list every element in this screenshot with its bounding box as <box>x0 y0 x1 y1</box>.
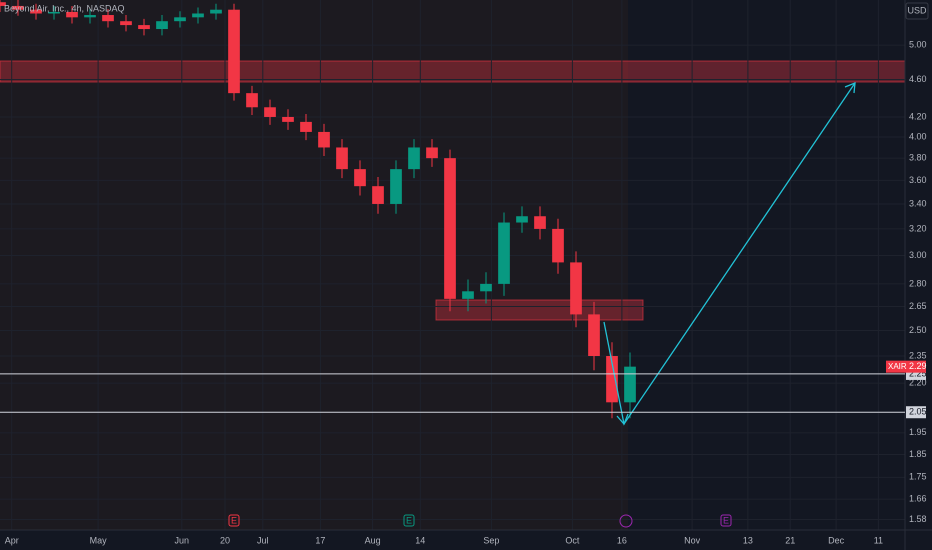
price-tag-name: XAIR <box>888 362 907 371</box>
y-tick-label: 1.75 <box>909 472 927 482</box>
y-tick-label: 3.60 <box>909 175 927 185</box>
x-tick-label: Jun <box>175 535 190 545</box>
y-tick-label: 5.00 <box>909 40 927 50</box>
candle-body <box>336 147 348 170</box>
level-label: 2.25 <box>909 368 927 378</box>
candle-body <box>264 107 276 117</box>
x-tick-label: Nov <box>684 535 701 545</box>
event-box <box>403 514 415 527</box>
x-tick-label: May <box>90 535 108 545</box>
y-tick-label: 3.00 <box>909 250 927 260</box>
y-tick-label: 4.60 <box>909 74 927 84</box>
candle-body <box>138 25 150 30</box>
x-tick-label: 11 <box>874 535 883 545</box>
price-tag-bg <box>886 360 926 373</box>
y-tick-label: 2.65 <box>909 301 927 311</box>
y-tick-label: 4.00 <box>909 131 927 141</box>
x-tick-label: Dec <box>828 535 845 545</box>
events: E E E <box>228 514 732 528</box>
candle-body <box>66 11 78 18</box>
x-tick-label: 14 <box>415 535 425 545</box>
x-tick-label: 16 <box>617 535 627 545</box>
candle-body <box>174 17 186 22</box>
currency: USD <box>907 5 927 15</box>
candle-body <box>84 15 96 18</box>
candle-body <box>0 2 6 6</box>
x-tick-label: Jul <box>257 535 269 545</box>
x-tick-label: 17 <box>315 535 325 545</box>
dividend-icon[interactable] <box>619 514 633 528</box>
x-tick-label: 13 <box>743 535 753 545</box>
y-tick-label: 1.85 <box>909 449 927 459</box>
candle-body <box>120 21 132 26</box>
symbol-title: Beyond Air, Inc., 4h, NASDAQ <box>4 3 125 13</box>
candle-body <box>444 158 456 299</box>
event-label[interactable]: E <box>723 515 729 525</box>
x-tick-label: Oct <box>565 535 580 545</box>
candle-body <box>606 356 618 403</box>
candle-body <box>192 13 204 18</box>
candle-body <box>156 21 168 30</box>
y-tick-label: 3.20 <box>909 223 927 233</box>
x-tick-label: 21 <box>785 535 795 545</box>
y-tick-label: 1.66 <box>909 493 927 503</box>
y-tick-label: 1.95 <box>909 427 927 437</box>
arrow-head <box>616 413 629 426</box>
x-tick-label: Apr <box>5 535 19 545</box>
candle-body <box>102 15 114 22</box>
currency-box <box>905 2 929 20</box>
y-tick-label: 3.80 <box>909 153 927 163</box>
candle-body <box>228 9 240 94</box>
candle-body <box>426 147 438 159</box>
x-tick-label: 20 <box>220 535 230 545</box>
candle-body <box>516 216 528 223</box>
candle-body <box>588 314 600 357</box>
candle-body <box>300 121 312 132</box>
y-tick-label: 1.58 <box>909 514 927 524</box>
candle-body <box>408 147 420 170</box>
candle-body <box>534 216 546 229</box>
event-label[interactable]: E <box>231 515 237 525</box>
y-tick-label: 2.35 <box>909 350 927 360</box>
candle-body <box>570 262 582 315</box>
candle-body <box>12 5 24 10</box>
resistance-zone <box>0 60 906 83</box>
y-tick-label: 2.20 <box>909 378 927 388</box>
supply-zone <box>435 299 644 321</box>
candle-body <box>552 228 564 263</box>
candle-body <box>210 9 222 14</box>
price-tag-value: 2.29 <box>909 361 927 371</box>
candle-body <box>354 169 366 187</box>
y-tick-label: 3.40 <box>909 198 927 208</box>
candle-body <box>480 283 492 292</box>
candle-body <box>282 116 294 122</box>
candle-body <box>498 222 510 284</box>
candle-body <box>390 169 402 204</box>
candle-body <box>462 291 474 299</box>
candle-body <box>30 9 42 14</box>
event-box <box>228 514 240 527</box>
x-tick-label: Sep <box>483 535 499 545</box>
y-tick-label: 4.20 <box>909 111 927 121</box>
candle-body <box>318 131 330 148</box>
candle-body <box>48 11 60 14</box>
arrow-head <box>844 81 856 94</box>
level-tag <box>906 406 926 419</box>
x-tick-label: Aug <box>365 535 381 545</box>
session-shade <box>0 0 628 530</box>
level-label: 2.05 <box>909 407 927 417</box>
candle-body <box>246 93 258 108</box>
y-tick-label: 2.80 <box>909 278 927 288</box>
y-tick-label: 2.50 <box>909 325 927 335</box>
candle-body <box>624 366 636 403</box>
candle-body <box>372 186 384 204</box>
event-box <box>720 514 732 527</box>
event-label[interactable]: E <box>406 515 412 525</box>
